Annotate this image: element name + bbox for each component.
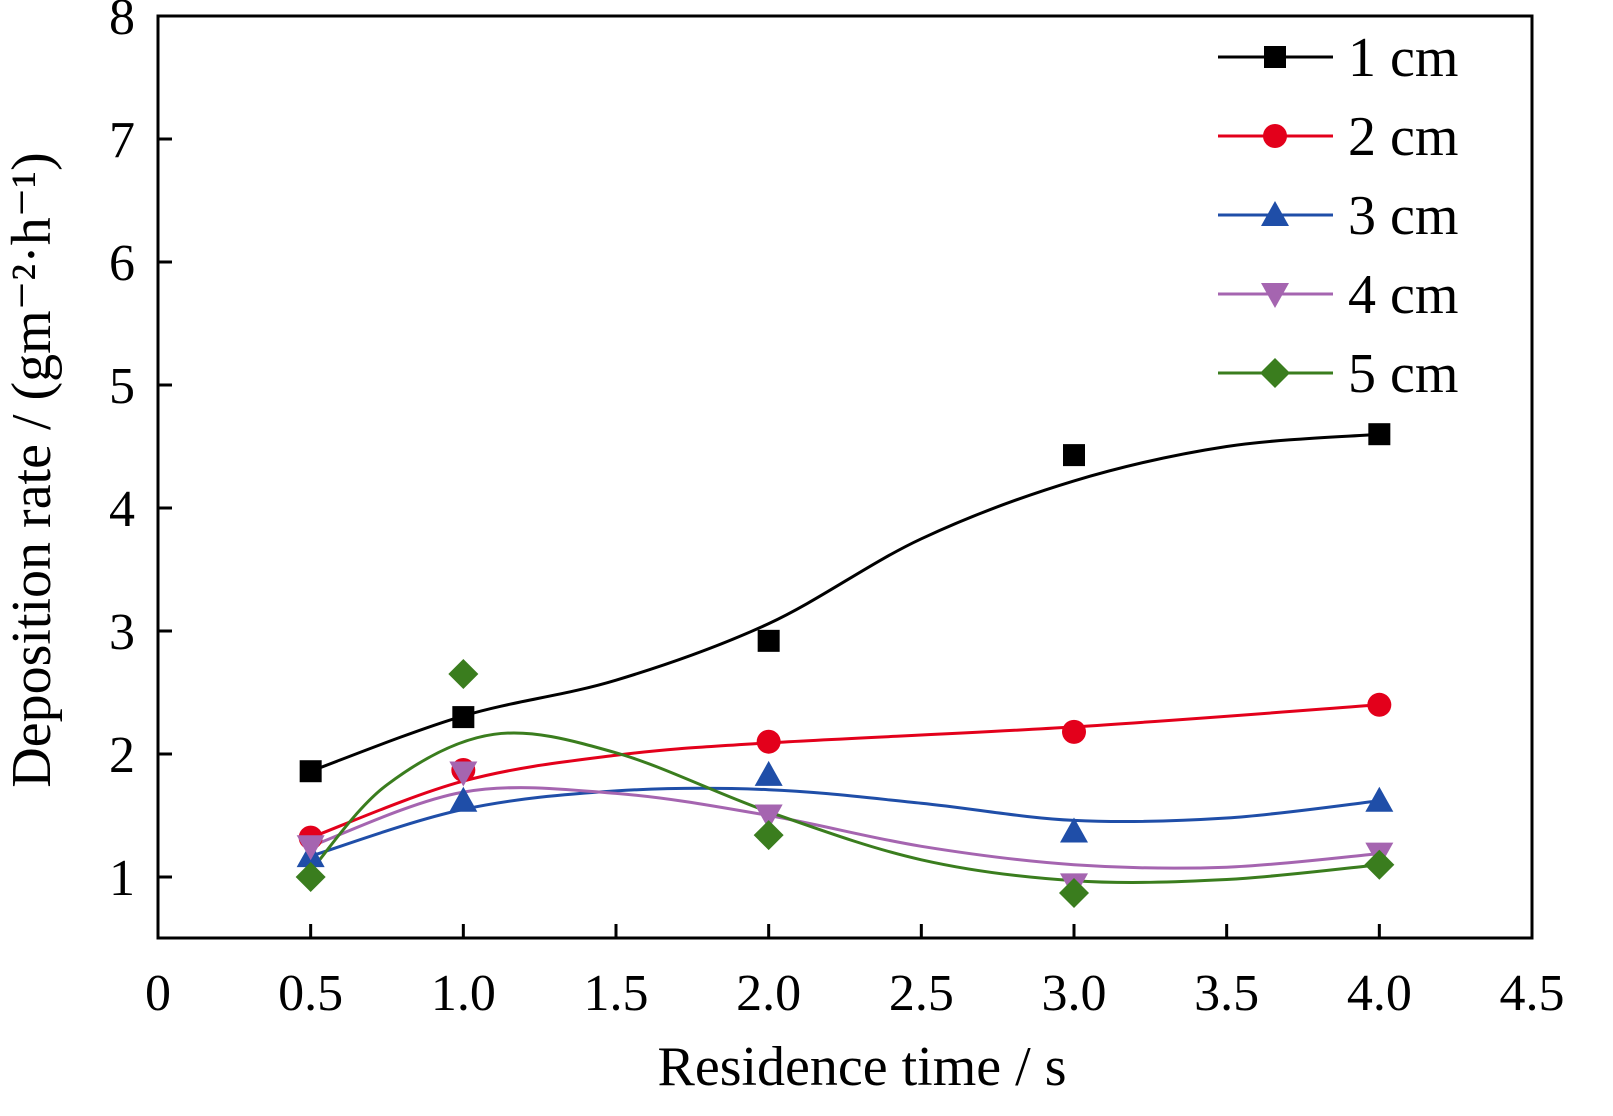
legend-label: 2 cm — [1348, 106, 1458, 168]
data-point — [1365, 786, 1394, 812]
x-tick-label: 1.0 — [431, 965, 496, 1022]
x-tick-label: 4.5 — [1500, 965, 1565, 1022]
y-tick-label: 4 — [109, 481, 135, 538]
x-axis-ticks: 0 0.5 1.0 1.5 2.0 2.5 3.0 3.5 4.0 4.5 — [145, 924, 1565, 1022]
x-tick-label: 1.5 — [584, 965, 649, 1022]
x-tick-label: 3.0 — [1042, 965, 1107, 1022]
legend-marker — [1264, 46, 1286, 68]
y-tick-label: 6 — [109, 235, 135, 292]
y-tick-label: 2 — [109, 727, 135, 784]
x-tick-label: 2.0 — [736, 965, 801, 1022]
data-point — [1059, 877, 1089, 908]
legend-marker — [1263, 124, 1287, 148]
data-point — [1060, 817, 1088, 843]
data-point — [753, 820, 784, 851]
series-line — [310, 786, 1380, 870]
x-tick-label: 0.5 — [278, 965, 343, 1022]
x-tick-label: 0 — [145, 965, 171, 1022]
data-point — [754, 804, 783, 830]
legend-label: 5 cm — [1348, 343, 1458, 405]
y-tick-label: 7 — [109, 112, 135, 169]
legend-label: 3 cm — [1348, 185, 1458, 247]
legend-label: 4 cm — [1348, 264, 1458, 326]
legend-marker — [1261, 283, 1289, 308]
legend-marker — [1261, 201, 1289, 226]
data-point — [1367, 692, 1392, 717]
y-axis-ticks: 1 2 3 4 5 6 7 8 — [109, 0, 172, 907]
x-tick-label: 3.5 — [1194, 965, 1259, 1022]
legend-marker — [1260, 358, 1290, 388]
data-point — [756, 729, 781, 754]
x-axis-title: Residence time / s — [657, 1036, 1066, 1098]
data-point — [296, 835, 325, 861]
data-point — [1368, 423, 1391, 446]
series-line — [310, 432, 1380, 773]
data-markers — [295, 423, 1395, 908]
y-tick-label: 8 — [109, 0, 135, 46]
x-tick-label: 4.0 — [1347, 965, 1412, 1022]
data-point — [754, 760, 783, 786]
data-point — [449, 786, 478, 812]
data-point — [757, 629, 780, 652]
legend: 1 cm 2 cm 3 cm 4 cm 5 cm — [1218, 27, 1458, 405]
y-tick-label: 5 — [109, 358, 135, 415]
plot-frame — [156, 14, 1534, 940]
data-point — [1063, 444, 1085, 467]
series-line — [309, 731, 1380, 884]
y-tick-label: 3 — [109, 604, 135, 661]
x-tick-label: 2.5 — [889, 965, 954, 1022]
data-point — [295, 862, 326, 892]
data-point — [452, 706, 475, 729]
y-tick-label: 1 — [109, 850, 135, 907]
data-point — [449, 761, 478, 787]
series-line — [310, 786, 1380, 858]
legend-label: 1 cm — [1348, 27, 1458, 89]
data-point — [299, 760, 322, 783]
data-point — [1364, 849, 1395, 880]
data-point — [448, 659, 479, 690]
fit-curves — [309, 432, 1380, 884]
y-axis-title: Deposition rate / (gm⁻²·h⁻¹) — [1, 152, 63, 787]
data-point — [1062, 719, 1086, 744]
